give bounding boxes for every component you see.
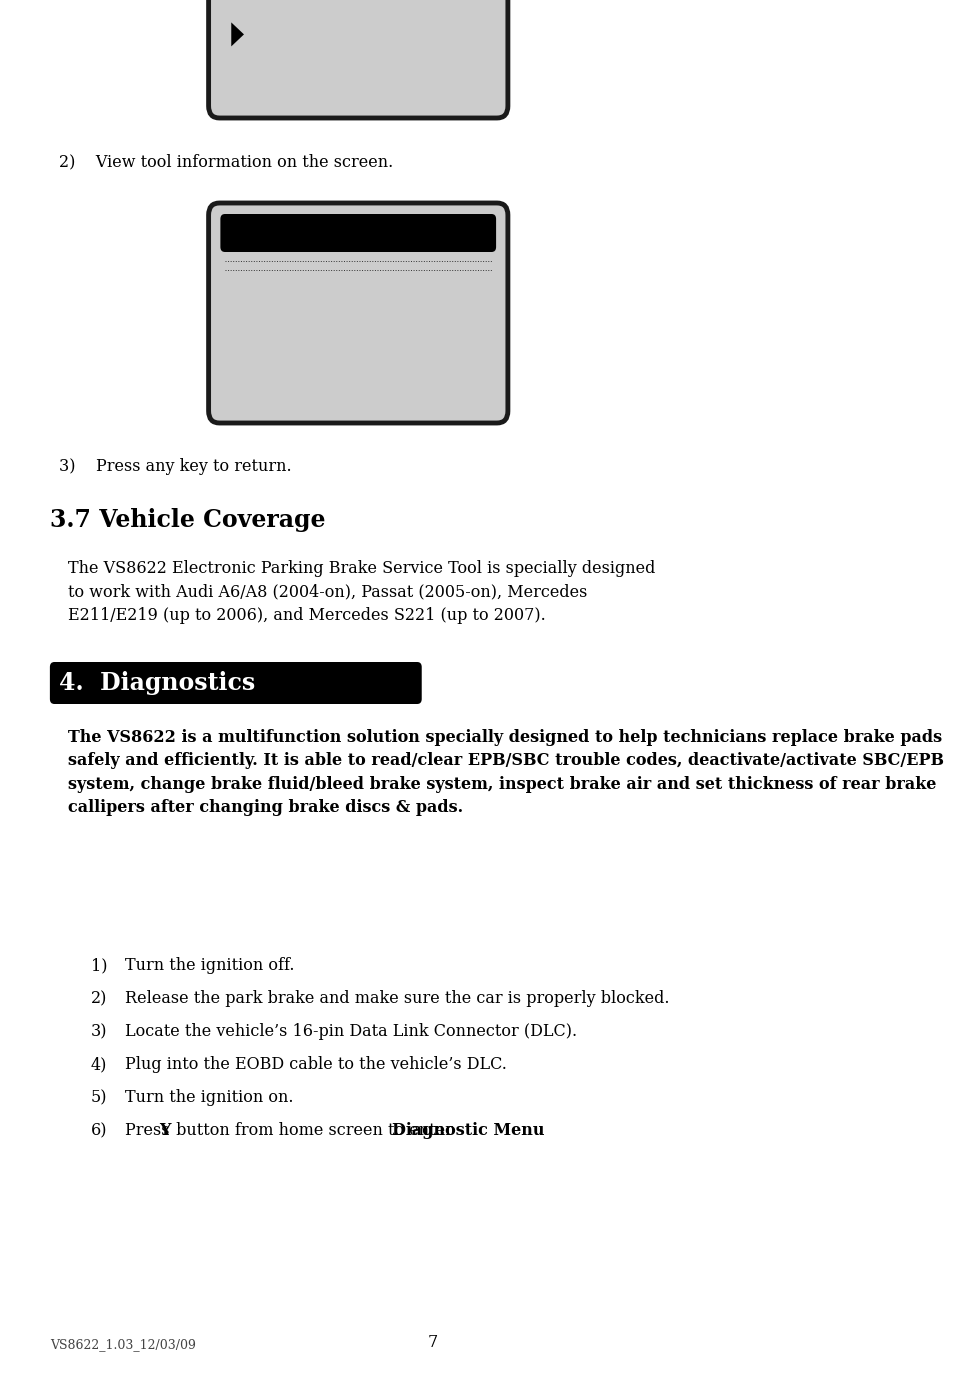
Text: button from home screen to enter: button from home screen to enter — [171, 1122, 457, 1140]
Text: Plug into the EOBD cable to the vehicle’s DLC.: Plug into the EOBD cable to the vehicle’… — [125, 1056, 506, 1074]
Text: 3.7 Vehicle Coverage: 3.7 Vehicle Coverage — [50, 508, 325, 531]
Polygon shape — [231, 22, 244, 47]
Text: Turn the ignition off.: Turn the ignition off. — [125, 957, 294, 973]
Text: Turn the ignition on.: Turn the ignition on. — [125, 1089, 294, 1107]
Text: The VS8622 Electronic Parking Brake Service Tool is specially designed
to work w: The VS8622 Electronic Parking Brake Serv… — [68, 560, 655, 623]
Text: Press: Press — [125, 1122, 174, 1140]
Text: Diagnostic Menu: Diagnostic Menu — [392, 1122, 544, 1140]
Text: .: . — [533, 1122, 537, 1140]
FancyBboxPatch shape — [50, 662, 421, 704]
Text: VS8622_1.03_12/03/09: VS8622_1.03_12/03/09 — [50, 1339, 195, 1351]
Text: 6): 6) — [91, 1122, 107, 1140]
FancyBboxPatch shape — [220, 214, 496, 253]
Text: 3)    Press any key to return.: 3) Press any key to return. — [59, 459, 292, 475]
Text: Release the park brake and make sure the car is properly blocked.: Release the park brake and make sure the… — [125, 990, 669, 1006]
Text: 7: 7 — [427, 1335, 437, 1351]
FancyBboxPatch shape — [209, 203, 507, 423]
Text: The VS8622 is a multifunction solution specially designed to help technicians re: The VS8622 is a multifunction solution s… — [68, 729, 943, 817]
Text: 2)    View tool information on the screen.: 2) View tool information on the screen. — [59, 152, 393, 170]
Text: 4.  Diagnostics: 4. Diagnostics — [59, 671, 255, 695]
Text: 1): 1) — [91, 957, 107, 973]
Text: Y: Y — [158, 1122, 170, 1140]
Text: 2): 2) — [91, 990, 107, 1006]
Text: Locate the vehicle’s 16-pin Data Link Connector (DLC).: Locate the vehicle’s 16-pin Data Link Co… — [125, 1023, 577, 1039]
Text: 3): 3) — [91, 1023, 107, 1039]
FancyBboxPatch shape — [209, 0, 507, 118]
Text: 5): 5) — [91, 1089, 107, 1107]
Text: 4): 4) — [91, 1056, 107, 1074]
